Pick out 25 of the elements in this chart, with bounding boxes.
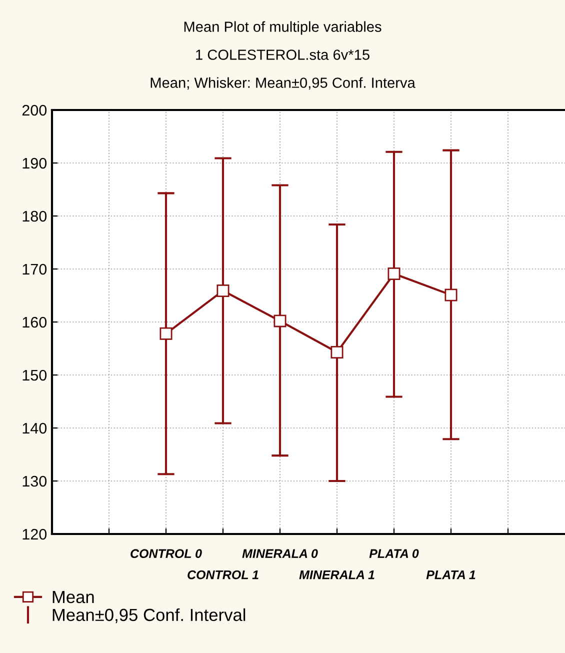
x-tick-label: MINERALA 0 bbox=[242, 549, 318, 558]
x-tick-label: PLATA 0 bbox=[369, 549, 419, 558]
chart-title: Mean Plot of multiple variables bbox=[184, 21, 382, 35]
point bbox=[330, 346, 344, 358]
text: Mean±0,95 Conf. Interval bbox=[52, 608, 246, 624]
point bbox=[444, 288, 458, 302]
y-tick-label: 180 bbox=[22, 210, 47, 222]
y-tick-label: 160 bbox=[22, 316, 47, 328]
point bbox=[274, 314, 286, 328]
y-tick-label: 140 bbox=[22, 422, 47, 434]
point bbox=[160, 327, 172, 340]
y-tick-label: 130 bbox=[22, 476, 47, 487]
x-tick-label: CONTROL 0 bbox=[130, 549, 202, 558]
chart-subtitle: 1 COLESTEROL.sta 6v*15 Mean; Whisker: Mean±0,95 Conf. Interva bbox=[150, 50, 416, 90]
y-tick-label: 200 bbox=[22, 104, 47, 116]
x-tick-label: MINERALA 1 bbox=[299, 570, 374, 580]
y-tick-label: 150 bbox=[22, 370, 47, 381]
x-tick-label: CONTROL 1 bbox=[188, 570, 258, 580]
y-tick-label: 170 bbox=[22, 264, 47, 275]
point bbox=[216, 284, 230, 297]
point bbox=[388, 268, 400, 280]
x-tick-label: PLATA 1 bbox=[426, 570, 476, 580]
legend-label: Mean bbox=[52, 591, 94, 604]
y-tick-label: 190 bbox=[22, 158, 47, 169]
y-tick-label: 120 bbox=[22, 528, 47, 540]
